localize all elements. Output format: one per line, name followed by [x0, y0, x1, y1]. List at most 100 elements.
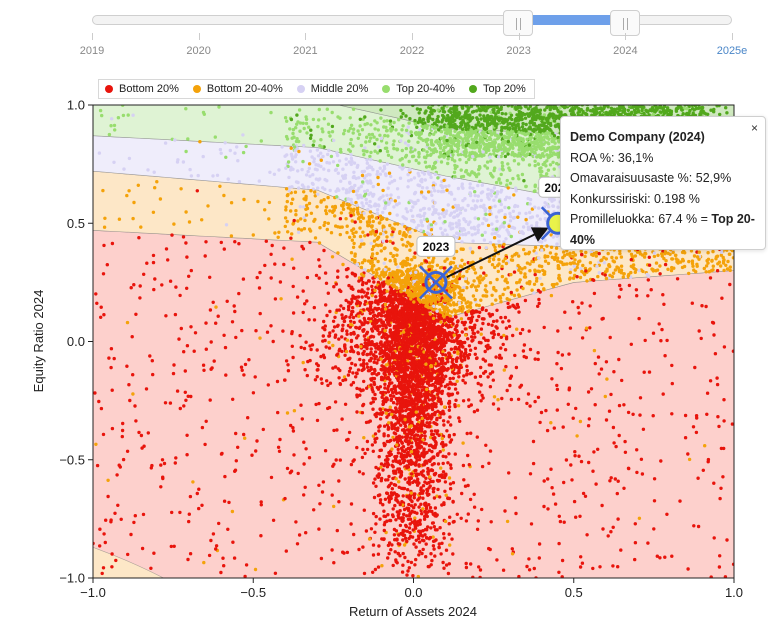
data-point: [342, 319, 347, 323]
data-point: [396, 467, 400, 471]
data-point: [433, 439, 437, 444]
data-point: [616, 479, 620, 483]
data-point: [488, 372, 492, 376]
data-point: [347, 305, 351, 309]
data-point: [399, 473, 404, 478]
data-point: [604, 360, 609, 364]
data-point: [417, 463, 421, 467]
data-point: [467, 344, 472, 348]
data-point: [491, 319, 496, 324]
data-point: [512, 304, 516, 309]
data-point: [439, 344, 443, 348]
data-point: [614, 444, 618, 449]
data-point: [363, 299, 368, 304]
data-point: [488, 314, 492, 318]
data-point: [438, 450, 442, 454]
data-point: [419, 329, 424, 333]
data-point: [357, 326, 361, 331]
data-point: [425, 395, 430, 399]
data-point: [336, 269, 340, 273]
data-point: [404, 387, 408, 392]
data-point: [280, 145, 284, 149]
data-point: [718, 496, 722, 501]
data-point: [445, 357, 450, 361]
data-point: [303, 368, 307, 372]
data-point: [102, 225, 107, 229]
data-point: [390, 426, 394, 430]
data-point: [392, 483, 397, 487]
data-point: [363, 451, 367, 456]
data-point: [315, 368, 319, 372]
data-point: [446, 203, 450, 207]
data-point: [712, 536, 716, 540]
data-point: [399, 362, 403, 367]
data-point: [387, 498, 392, 502]
data-point: [222, 564, 226, 568]
data-point: [399, 318, 403, 322]
data-point: [378, 517, 382, 521]
data-point: [424, 345, 428, 349]
data-point: [441, 352, 445, 357]
data-point: [196, 173, 200, 178]
data-point: [391, 401, 396, 405]
data-point: [475, 318, 479, 323]
data-point: [412, 510, 417, 514]
data-point: [446, 319, 451, 323]
data-point: [447, 532, 451, 536]
data-point: [341, 378, 345, 383]
data-point: [129, 532, 133, 537]
data-point: [207, 553, 212, 558]
data-point: [324, 345, 328, 349]
data-point: [206, 204, 210, 208]
data-point: [405, 573, 409, 577]
data-point: [457, 369, 461, 373]
data-point: [430, 372, 434, 376]
data-point: [592, 450, 596, 454]
data-point: [408, 494, 413, 499]
data-point: [611, 425, 616, 430]
data-point: [185, 344, 190, 348]
data-point: [387, 439, 391, 444]
data-point: [378, 417, 383, 421]
data-point: [426, 412, 430, 416]
data-point: [330, 493, 334, 497]
data-point: [315, 375, 319, 379]
data-point: [390, 543, 394, 547]
data-point: [484, 344, 488, 348]
data-point: [138, 284, 142, 288]
data-point: [378, 408, 383, 412]
data-point: [516, 397, 521, 401]
data-point: [416, 437, 420, 442]
data-point: [410, 258, 414, 262]
data-point: [397, 375, 401, 379]
data-point: [388, 259, 392, 263]
data-point: [304, 340, 308, 344]
data-point: [381, 402, 385, 407]
data-point: [416, 350, 420, 354]
data-point: [416, 405, 420, 409]
data-point: [445, 257, 449, 261]
data-point: [444, 374, 448, 378]
data-point: [358, 393, 362, 397]
data-point: [468, 348, 473, 352]
data-point: [461, 441, 465, 445]
data-point: [374, 514, 378, 519]
data-point: [421, 529, 425, 533]
data-point: [387, 343, 392, 347]
data-point: [426, 324, 431, 328]
data-point: [388, 361, 392, 365]
data-point: [455, 391, 460, 395]
data-point: [571, 416, 575, 420]
data-point: [133, 404, 137, 408]
data-point: [440, 391, 444, 396]
data-point: [414, 557, 418, 562]
data-point: [289, 236, 293, 240]
data-point: [427, 486, 431, 490]
data-point: [561, 425, 565, 429]
data-point: [408, 522, 412, 526]
data-point: [479, 365, 483, 370]
data-point: [201, 154, 205, 159]
data-point: [97, 399, 101, 404]
data-point: [365, 362, 369, 366]
data-point: [410, 420, 414, 425]
